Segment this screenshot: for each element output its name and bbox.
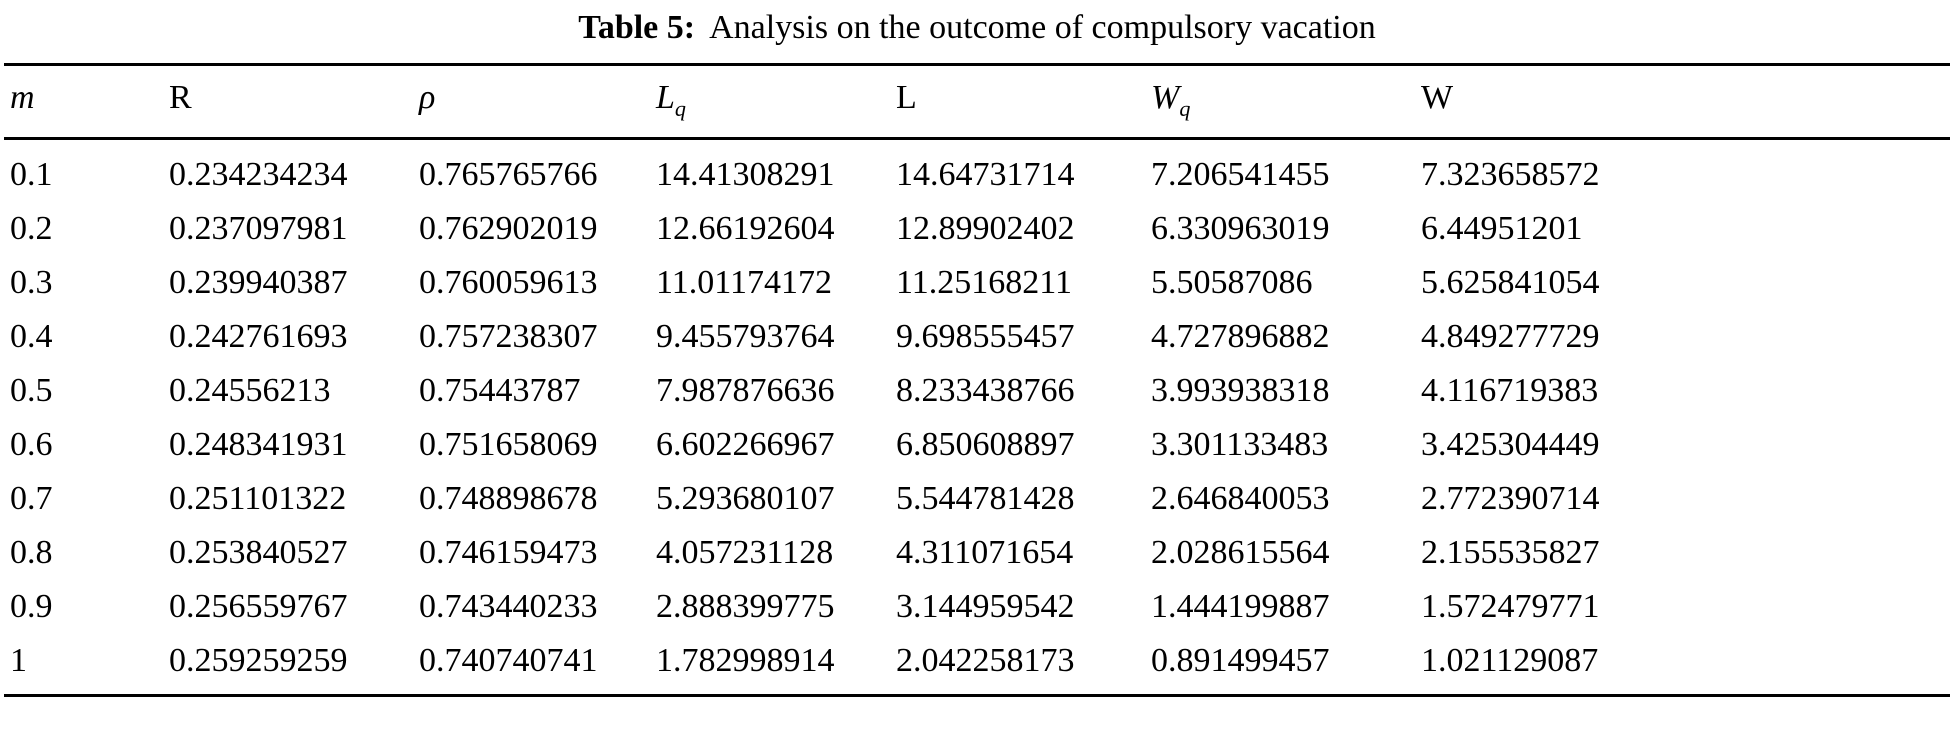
table-cell: 0.253840527 [169,533,348,571]
table-row: 0.1 0.234234234 0.765765766 14.41308291 14.6… [4,138,1950,202]
table-cell: 3.301133483 [1151,425,1329,463]
table-cell: 2.042258173 [896,641,1075,679]
table-cell: 14.41308291 [656,155,835,193]
column-header-w: W [1421,64,1950,140]
table-caption-text: Analysis on the outcome of compulsory va… [709,9,1376,46]
table-cell: 7.987876636 [656,371,835,409]
table-cell: 11.25168211 [896,263,1072,301]
table-cell: 0.746159473 [419,533,598,571]
table-cell: 6.602266967 [656,425,835,463]
table-cell: 4.057231128 [656,533,834,571]
table-cell: 0.2 [10,209,53,247]
column-header-r: R [169,64,419,140]
table-cell: 1 [10,641,27,679]
table-row: 1 0.259259259 0.740740741 1.782998914 2.0422… [4,634,1950,696]
table-cell: 0.7 [10,479,53,517]
table-cell: 6.850608897 [896,425,1075,463]
column-header-rho: ρ [419,64,656,140]
column-header-m: m [4,64,169,140]
table-cell: 0.757238307 [419,317,598,355]
table-cell: 1.782998914 [656,641,835,679]
table-cell: 0.6 [10,425,53,463]
table-cell: 0.234234234 [169,155,348,193]
table-cell: 6.44951201 [1421,209,1583,247]
table-cell: 4.116719383 [1421,371,1599,409]
table-cell: 9.455793764 [656,317,835,355]
table-caption: Table 5: Analysis on the outcome of compu… [0,8,1954,49]
table-cell: 5.50587086 [1151,263,1313,301]
table-cell: 12.66192604 [656,209,835,247]
table-cell: 3.144959542 [896,587,1075,625]
table-cell: 0.8 [10,533,53,571]
table-cell: 0.751658069 [419,425,598,463]
table-cell: 5.293680107 [656,479,835,517]
table-cell: 0.760059613 [419,263,598,301]
table-row: 0.3 0.239940387 0.760059613 11.01174172 11.2… [4,256,1950,310]
table-cell: 3.993938318 [1151,371,1330,409]
table-cell: 0.5 [10,371,53,409]
table-body: 0.1 0.234234234 0.765765766 14.41308291 14.6… [4,138,1950,695]
table-cell: 0.248341931 [169,425,348,463]
table-cell: 2.028615564 [1151,533,1330,571]
table-cell: 0.256559767 [169,587,348,625]
table-row: 0.2 0.237097981 0.762902019 12.66192604 12.8… [4,202,1950,256]
table-cell: 2.772390714 [1421,479,1600,517]
table-cell: 11.01174172 [656,263,832,301]
table-row: 0.5 0.24556213 0.75443787 7.987876636 8.2334… [4,364,1950,418]
table-cell: 0.242761693 [169,317,348,355]
table-cell: 0.24556213 [169,371,331,409]
table-cell: 0.259259259 [169,641,348,679]
table-caption-label: Table 5: [578,9,696,46]
table-cell: 12.89902402 [896,209,1075,247]
table-cell: 0.891499457 [1151,641,1330,679]
table-cell: 2.155535827 [1421,533,1600,571]
table-cell: 0.743440233 [419,587,598,625]
table-cell: 3.425304449 [1421,425,1600,463]
table-row: 0.6 0.248341931 0.751658069 6.602266967 6.85… [4,418,1950,472]
table-cell: 0.4 [10,317,53,355]
table-cell: 7.206541455 [1151,155,1330,193]
table-cell: 7.323658572 [1421,155,1600,193]
column-header-l: L [896,64,1151,140]
table-cell: 4.311071654 [896,533,1074,571]
table-cell: 0.237097981 [169,209,348,247]
table-cell: 0.765765766 [419,155,598,193]
table-cell: 9.698555457 [896,317,1075,355]
table-cell: 2.888399775 [656,587,835,625]
table-cell: 5.625841054 [1421,263,1600,301]
table-row: 0.9 0.256559767 0.743440233 2.888399775 3.14… [4,580,1950,634]
table-cell: 0.762902019 [419,209,598,247]
table-cell: 4.727896882 [1151,317,1330,355]
table-cell: 14.64731714 [896,155,1075,193]
table-row: 0.4 0.242761693 0.757238307 9.455793764 9.69… [4,310,1950,364]
table-cell: 4.849277729 [1421,317,1600,355]
table-cell: 0.251101322 [169,479,347,517]
table-cell: 1.444199887 [1151,587,1330,625]
table-cell: 1.021129087 [1421,641,1599,679]
table-cell: 8.233438766 [896,371,1075,409]
column-header-lq: Lq [656,64,896,140]
table-row: 0.8 0.253840527 0.746159473 4.057231128 4.31… [4,526,1950,580]
table-cell: 0.1 [10,155,53,193]
table-cell: 0.748898678 [419,479,598,517]
table-cell: 0.9 [10,587,53,625]
column-header-wq: Wq [1151,64,1421,140]
table-cell: 0.740740741 [419,641,598,679]
table-cell: 5.544781428 [896,479,1075,517]
table-row: 0.7 0.251101322 0.748898678 5.293680107 5.54… [4,472,1950,526]
table-cell: 0.239940387 [169,263,348,301]
table-cell: 0.3 [10,263,53,301]
table-cell: 2.646840053 [1151,479,1330,517]
table-cell: 6.330963019 [1151,209,1330,247]
table-cell: 0.75443787 [419,371,581,409]
table-cell: 1.572479771 [1421,587,1600,625]
